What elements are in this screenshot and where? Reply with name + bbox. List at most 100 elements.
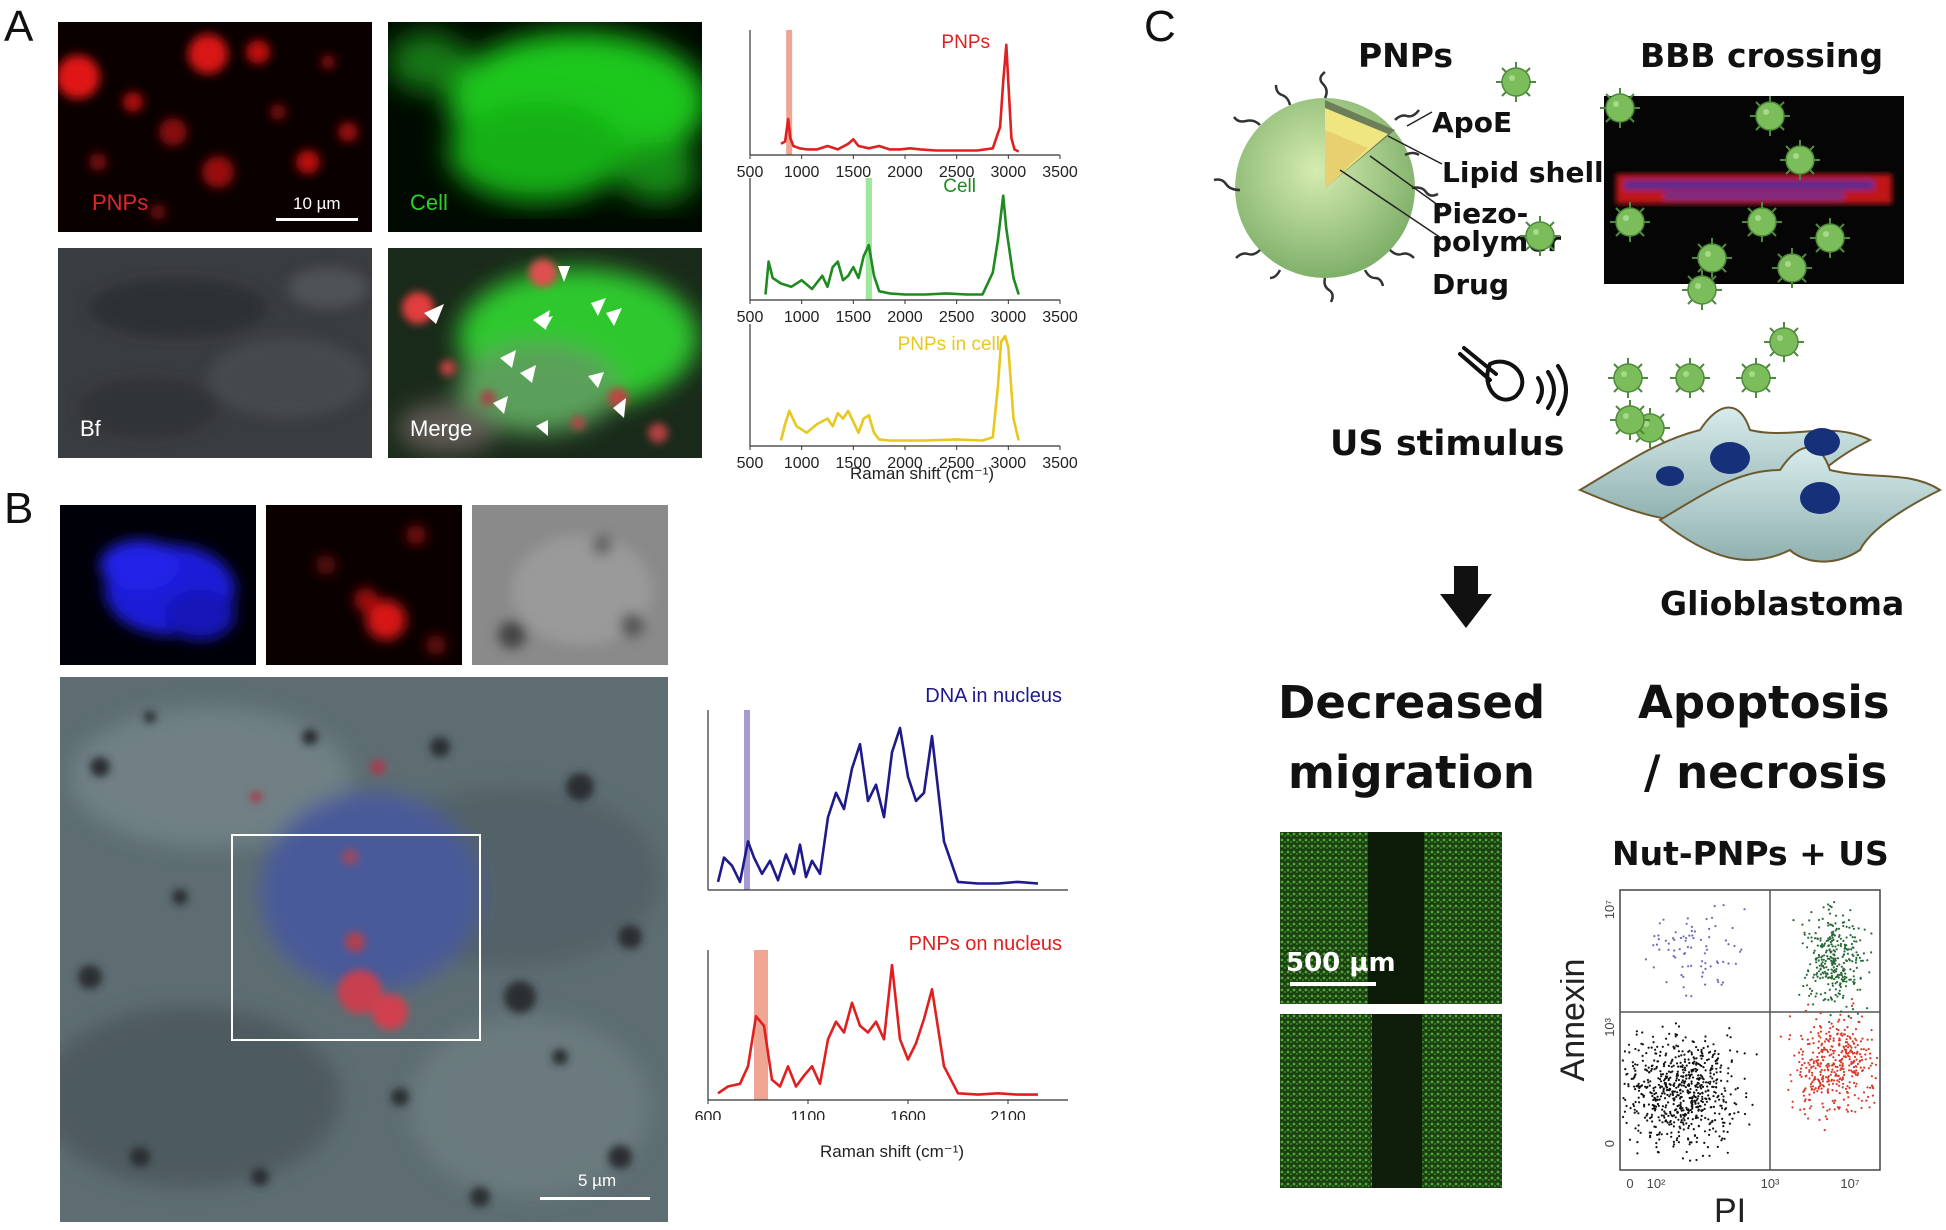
x-tick-label: 600 xyxy=(695,1109,722,1120)
x-tick-label: 1000 xyxy=(784,164,820,181)
nanoparticle-diagram xyxy=(1213,71,1445,303)
series-label: PNPs xyxy=(941,32,990,53)
x-tick-label: 3000 xyxy=(991,164,1027,181)
series-line xyxy=(779,334,1020,442)
us-stimulus-label: US stimulus xyxy=(1330,424,1565,464)
merge-image-label: Merge xyxy=(410,416,473,441)
panel-b-letter: B xyxy=(4,484,34,533)
panel-b-spectra: DNA in nucleus 600 1100 1600 2100 PNPs on nuc… xyxy=(695,685,1068,1120)
flow-x-tick: 10² xyxy=(1647,1176,1666,1191)
bbb-crossing-title: BBB crossing xyxy=(1640,36,1884,75)
drug-label: Drug xyxy=(1432,268,1510,301)
flow-x-tick: 10⁷ xyxy=(1840,1176,1859,1191)
wound-bottom-art xyxy=(1280,1014,1502,1188)
panel-a-spectra: 500 1000 1500 2000 2500 3000 3500 PNPs 500 1000 15… xyxy=(737,30,1078,472)
flow-events xyxy=(1621,901,1879,1162)
x-tick-label: 3000 xyxy=(991,309,1027,326)
cell-micrograph: Cell xyxy=(388,22,702,232)
lipid-shell-label: Lipid shell xyxy=(1442,156,1604,189)
panel-a-letter: A xyxy=(4,2,34,51)
flow-plot-frame xyxy=(1619,889,1881,1171)
pnps-micrograph: PNPs 10 µm xyxy=(58,22,372,232)
decreased-migration-line2: migration xyxy=(1288,746,1535,799)
x-tick-label: 2000 xyxy=(887,309,923,326)
x-tick-label: 1500 xyxy=(836,455,872,472)
scale-bar-5um xyxy=(540,1197,650,1200)
bf-nucleus-micrograph xyxy=(472,505,668,665)
flow-cytometry-plot: Annexin PI 0 10² 10³ 10⁷ 10⁷ 10³ 0 xyxy=(1560,889,1881,1230)
x-tick-label: 2000 xyxy=(887,455,923,472)
spectrum-pnps-in-cell: 500 1000 1500 2000 2500 3000 3500 PNPs in cell xyxy=(737,324,1078,472)
series-label: PNPs in cell xyxy=(898,334,1000,355)
spectrum-dna-in-nucleus: DNA in nucleus xyxy=(707,685,1068,891)
scale-bar-500um xyxy=(1290,982,1376,986)
down-arrow-icon xyxy=(1440,566,1492,628)
merge-arrowheads xyxy=(424,266,626,436)
wound-assay-image-bottom xyxy=(1280,1014,1502,1188)
flow-plot-title: Nut-PNPs + US xyxy=(1612,834,1889,873)
glioblastoma-cells xyxy=(1577,406,1942,563)
panel-b-x-axis-label: Raman shift (cm⁻¹) xyxy=(820,1142,965,1161)
x-tick-label: 3500 xyxy=(1042,455,1078,472)
scale-bar-10um xyxy=(276,218,358,221)
cell-image-label: Cell xyxy=(410,190,448,215)
bbb-crossing-image xyxy=(1604,96,1904,284)
x-tick-label: 1000 xyxy=(784,455,820,472)
x-tick-label: 1600 xyxy=(890,1109,926,1120)
ultrasound-probe-icon xyxy=(1458,346,1568,416)
series-label: PNPs on nucleus xyxy=(909,933,1062,955)
x-tick-label: 2000 xyxy=(887,164,923,181)
x-tick-label: 2100 xyxy=(990,1109,1026,1120)
x-tick-label: 2500 xyxy=(939,309,975,326)
bf-micrograph: Bf xyxy=(58,248,372,458)
pnps-title: PNPs xyxy=(1358,36,1454,75)
x-tick-label: 3500 xyxy=(1042,309,1078,326)
flow-y-tick: 10⁷ xyxy=(1602,900,1617,919)
decreased-migration-line1: Decreased xyxy=(1278,676,1546,729)
x-tick-label: 500 xyxy=(737,455,764,472)
flow-x-tick: 0 xyxy=(1626,1176,1633,1191)
highlight-band xyxy=(754,950,768,1100)
apoptosis-line1: Apoptosis xyxy=(1638,676,1890,729)
pnps-nucleus-micrograph-art xyxy=(316,525,446,655)
x-tick-label: 1100 xyxy=(791,1109,826,1120)
dna-micrograph xyxy=(60,505,256,665)
scale-label-10um: 10 µm xyxy=(293,194,341,213)
highlight-band xyxy=(865,178,872,300)
series-label: DNA in nucleus xyxy=(925,685,1062,707)
spectrum-pnps: 500 1000 1500 2000 2500 3000 3500 PNPs xyxy=(737,30,1078,181)
nucleus-overlay-micrograph: 5 µm xyxy=(60,677,668,1222)
bbb-vessel-art xyxy=(1616,174,1892,204)
x-tick-label: 3000 xyxy=(991,455,1027,472)
bf-image-label: Bf xyxy=(80,416,101,441)
series-line xyxy=(716,726,1039,885)
flow-y-tick: 10³ xyxy=(1602,1017,1617,1036)
x-tick-label: 1500 xyxy=(836,309,872,326)
spectrum-cell: 500 1000 1500 2000 2500 3000 3500 Cell xyxy=(737,176,1078,326)
flow-x-axis-label: PI xyxy=(1714,1192,1746,1230)
series-line xyxy=(717,963,1038,1096)
x-tick-label: 2500 xyxy=(939,164,975,181)
wound-assay-image-top: 500 µm xyxy=(1280,832,1502,1004)
wound-top-art xyxy=(1280,832,1502,1004)
highlight-band xyxy=(744,710,750,890)
x-tick-label: 1500 xyxy=(836,164,872,181)
glioblastoma-label: Glioblastoma xyxy=(1660,584,1905,623)
flow-y-tick: 0 xyxy=(1602,1140,1617,1147)
flow-axes-group xyxy=(1619,889,1881,1171)
x-tick-label: 3500 xyxy=(1042,164,1078,181)
flow-x-tick: 10³ xyxy=(1761,1176,1780,1191)
bf-micrograph-art xyxy=(78,268,368,438)
merge-micrograph-art xyxy=(398,259,698,453)
scale-label-500um: 500 µm xyxy=(1286,948,1396,978)
series-line xyxy=(780,43,1020,153)
x-tick-label: 500 xyxy=(737,164,764,181)
panel-a-x-axis-label: Raman shift (cm⁻¹) xyxy=(850,464,995,483)
pnps-micrograph-art xyxy=(58,34,358,220)
scale-label-5um: 5 µm xyxy=(578,1171,617,1190)
dna-micrograph-art xyxy=(100,540,235,640)
nucleus-overlay-art xyxy=(60,707,660,1207)
x-tick-label: 2500 xyxy=(939,455,975,472)
highlight-band xyxy=(786,30,793,155)
merge-micrograph: Merge xyxy=(388,248,702,458)
